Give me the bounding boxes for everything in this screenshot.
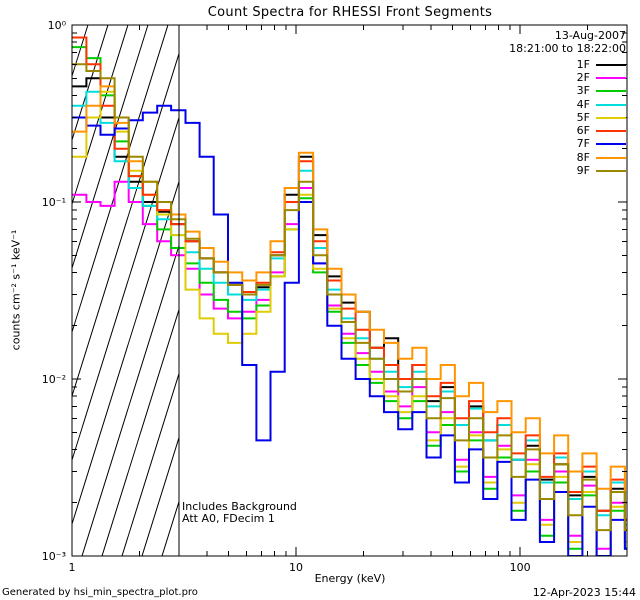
legend-item-6F: 6F [509, 124, 626, 137]
svg-text:10⁻³: 10⁻³ [42, 550, 66, 563]
legend-date: 13-Aug-2007 [554, 29, 626, 42]
legend-label-3F: 3F [576, 84, 590, 98]
svg-text:10⁻¹: 10⁻¹ [42, 196, 66, 209]
legend-item-3F: 3F [509, 85, 626, 98]
footer-timestamp: 12-Apr-2023 15:44 [532, 586, 636, 599]
annotation-includes-background: Includes Background [182, 500, 297, 513]
legend-label-1F: 1F [576, 57, 590, 71]
legend-label-6F: 6F [576, 124, 590, 138]
legend-label-7F: 7F [576, 137, 590, 151]
legend: 13-Aug-2007 18:21:00 to 18:22:00 1F 2F 3F 4… [509, 30, 626, 178]
svg-text:100: 100 [510, 561, 531, 574]
legend-swatch-4F [596, 103, 626, 106]
hatch-region [72, 25, 179, 556]
legend-item-9F: 9F [509, 164, 626, 177]
legend-swatch-3F [596, 90, 626, 93]
series-group [72, 36, 627, 556]
legend-swatch-6F [596, 130, 626, 133]
legend-swatch-8F [596, 156, 626, 159]
legend-swatch-7F [596, 143, 626, 146]
legend-item-8F: 8F [509, 151, 626, 164]
legend-item-1F: 1F [509, 58, 626, 71]
legend-item-7F: 7F [509, 138, 626, 151]
footer-generator-credit: Generated by hsi_min_spectra_plot.pro [2, 587, 198, 598]
legend-rows: 1F 2F 3F 4F 5F 6F 7F 8F 9F [509, 58, 626, 178]
y-axis-label: counts cm⁻² s⁻¹ keV⁻¹ [9, 229, 23, 351]
legend-label-8F: 8F [576, 150, 590, 164]
svg-text:1: 1 [69, 561, 76, 574]
legend-item-4F: 4F [509, 98, 626, 111]
legend-item-2F: 2F [509, 71, 626, 84]
series-7F-line [72, 104, 627, 556]
legend-swatch-2F [596, 76, 626, 79]
legend-time-range: 18:21:00 to 18:22:00 [509, 42, 626, 55]
axis-tick-labels: 1 10 100 10⁰ 10⁻¹ 10⁻² 10⁻³ [42, 19, 531, 574]
svg-text:10⁻²: 10⁻² [42, 373, 66, 386]
svg-text:10⁰: 10⁰ [48, 19, 67, 32]
x-axis-label: Energy (keV) [314, 572, 386, 585]
legend-swatch-9F [596, 170, 626, 173]
axis-ticks [71, 24, 627, 557]
series-9F-line [72, 63, 627, 532]
annotation-attenuator-state: Att A0, FDecim 1 [182, 512, 275, 525]
legend-label-5F: 5F [576, 110, 590, 124]
series-2F-line [72, 180, 627, 550]
legend-swatch-1F [596, 63, 626, 66]
legend-item-5F: 5F [509, 111, 626, 124]
chart-title: Count Spectra for RHESSI Front Segments [207, 5, 493, 20]
legend-label-2F: 2F [576, 70, 590, 84]
plot-frame [71, 24, 628, 557]
legend-label-9F: 9F [576, 164, 590, 178]
legend-label-4F: 4F [576, 97, 590, 111]
svg-text:10: 10 [289, 561, 303, 574]
legend-swatch-5F [596, 116, 626, 119]
